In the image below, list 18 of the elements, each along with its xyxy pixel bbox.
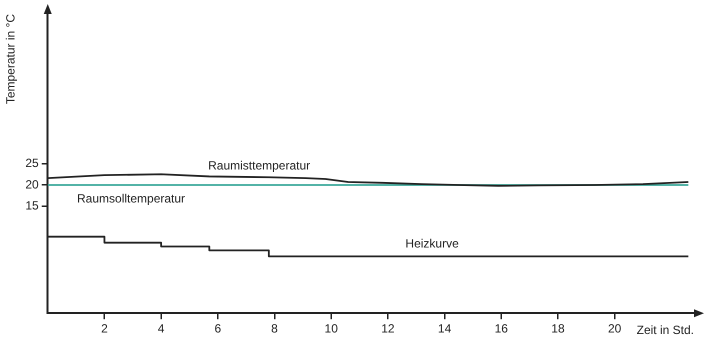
- x-axis-title: Zeit in Std.: [636, 323, 694, 338]
- x-tick-label: 18: [551, 322, 565, 336]
- series-label: Raumisttemperatur: [208, 158, 310, 173]
- x-tick-label: 14: [438, 322, 452, 336]
- x-tick-label: 2: [101, 322, 108, 336]
- y-tick-label: 15: [25, 198, 40, 213]
- series-label: Heizkurve: [405, 236, 460, 251]
- y-axis-title: Temperatur in °C: [4, 14, 18, 104]
- x-tick-label: 4: [158, 322, 165, 336]
- x-tick-label: 12: [381, 322, 395, 336]
- x-tick-label: 10: [324, 322, 338, 336]
- x-tick-label: 6: [214, 322, 222, 336]
- series-label: Raumsolltemperatur: [77, 191, 186, 206]
- x-tick-label: 8: [271, 322, 278, 336]
- y-tick-label: 20: [25, 177, 40, 192]
- x-tick-label: 16: [494, 322, 508, 336]
- x-tick-label: 20: [608, 322, 622, 336]
- y-tick-label: 25: [25, 156, 40, 170]
